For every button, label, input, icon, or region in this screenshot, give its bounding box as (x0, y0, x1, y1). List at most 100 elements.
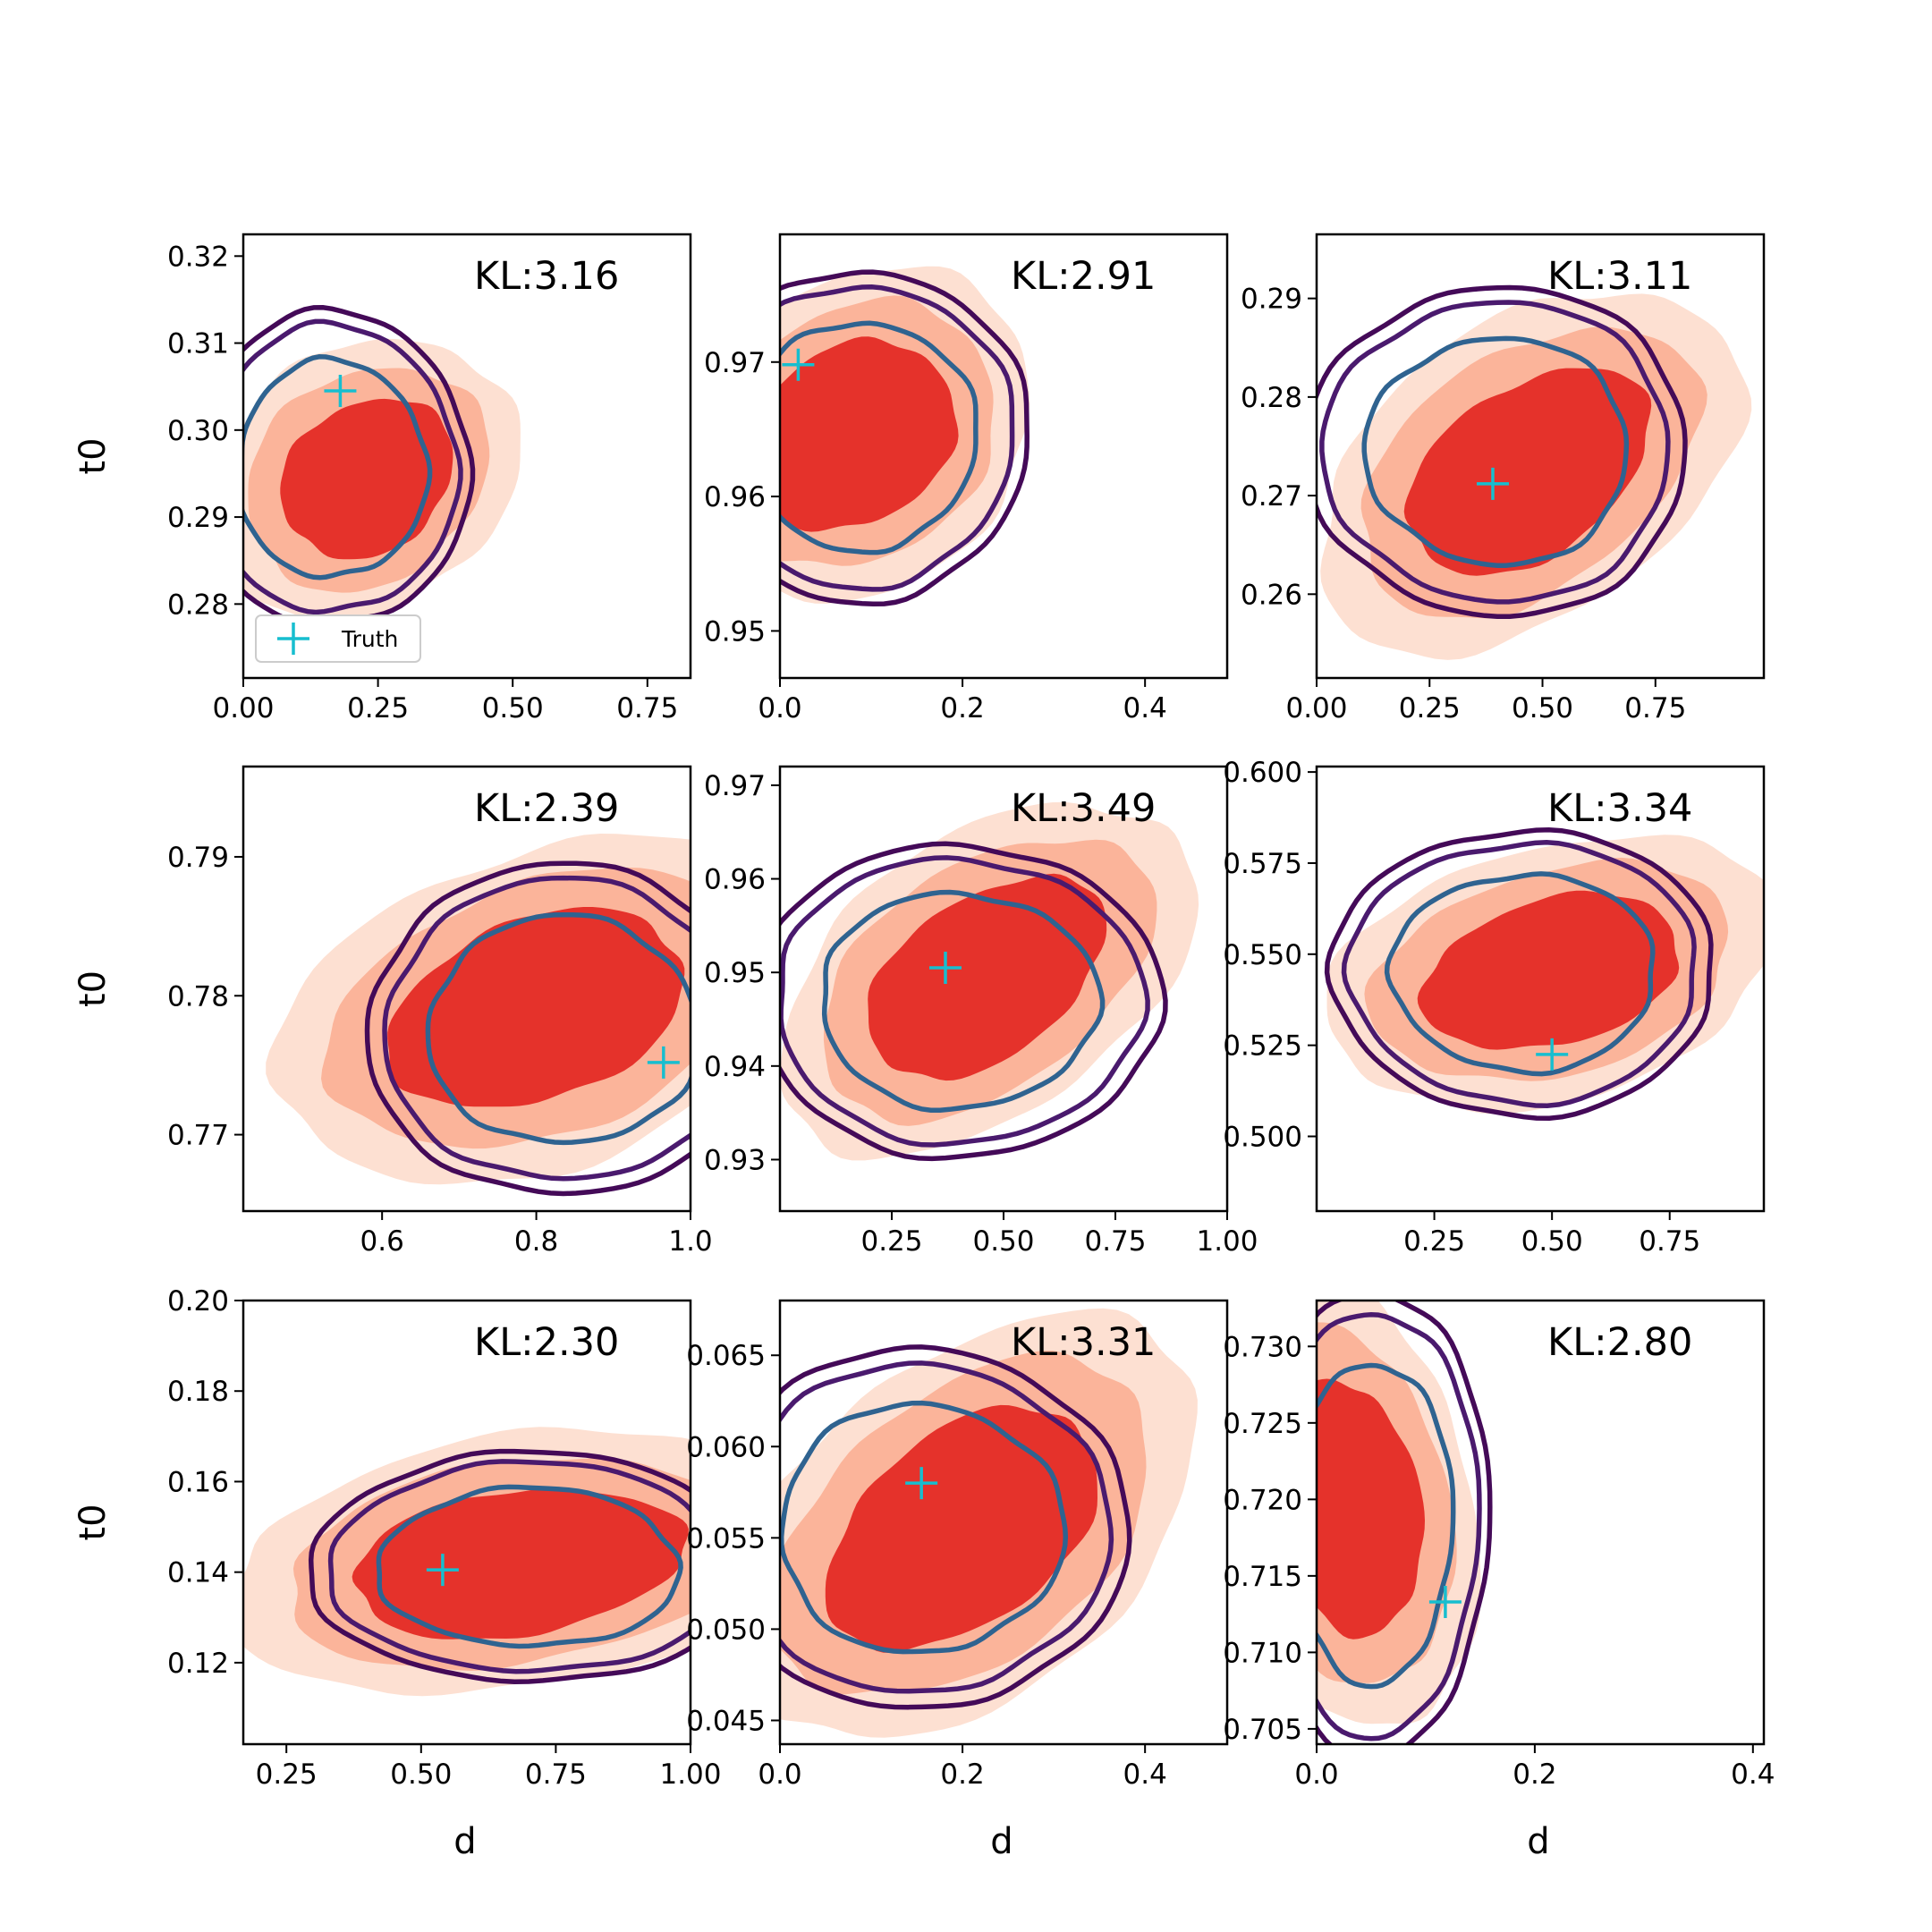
panel-9-ytick-label-2: 0.715 (1223, 1561, 1302, 1593)
panel-3-xtick-label-2: 0.50 (1512, 692, 1573, 724)
panel-1-xtick-label-1: 0.25 (347, 692, 409, 724)
panel-6-ytick-label-2: 0.550 (1223, 939, 1302, 971)
panel-8-ytick-label-0: 0.045 (686, 1705, 766, 1737)
panel-4-xtick-label-2: 1.0 (668, 1225, 712, 1258)
panel-9-contour-middle (1317, 1311, 1482, 1741)
panel-8-ytick-label-3: 0.060 (686, 1431, 766, 1463)
panel-1-contour-inner (243, 354, 433, 580)
panel-9-contour-outer (1317, 1301, 1493, 1744)
panel-3-filled-level-high (1403, 368, 1652, 576)
panel-8-axes-frame (778, 1299, 1229, 1746)
panel-8-contour-inner (780, 1400, 1069, 1655)
panel-8-contour-middle (780, 1360, 1114, 1694)
panel-3-ytick-label-1: 0.27 (1241, 480, 1302, 513)
panel-2-truth-marker (782, 348, 815, 381)
panel-1-ytick-label-3: 0.31 (167, 328, 229, 360)
panel-6-plot-area (1324, 826, 1764, 1121)
panel-2-plot-area (780, 266, 1030, 607)
panel-1-axes-frame (242, 233, 692, 680)
panel-6-filled-level-high (1417, 890, 1680, 1050)
panel-7: 0.25 0.50 0.75 1.00 0.12 0.14 0.16 0.18 0.20 KL:2… (72, 1285, 722, 1862)
panel-2-ytick-label-0: 0.95 (704, 615, 766, 648)
panel-9-xtick-label-2: 0.4 (1731, 1758, 1775, 1791)
panel-5-ytick-label-1: 0.94 (704, 1051, 766, 1083)
panel-4-truth-marker (647, 1046, 680, 1079)
panel-7-axes-frame (242, 1299, 692, 1746)
panel-7-contour-outer (308, 1448, 691, 1684)
panel-2-contour-inner (780, 320, 979, 555)
panel-3-xtick-label-0: 0.00 (1285, 692, 1347, 724)
panel-7-ytick-label-4: 0.20 (167, 1285, 229, 1318)
panel-7-filled-level-high (352, 1487, 689, 1640)
panel-8-contour-outer (780, 1344, 1132, 1710)
panel-5-xtick-label-1: 0.50 (972, 1225, 1034, 1258)
panel-1-xtick-label-0: 0.00 (212, 692, 274, 724)
panel-5-ytick-label-4: 0.97 (704, 770, 766, 802)
panel-5-ytick-label-0: 0.93 (704, 1144, 766, 1176)
panel-7-xtick-label-2: 0.75 (525, 1758, 587, 1791)
panel-5-xtick-label-2: 0.75 (1084, 1225, 1146, 1258)
panel-9-ytick-label-1: 0.710 (1223, 1637, 1302, 1669)
panel-1-xtick-label-2: 0.50 (482, 692, 544, 724)
panel-7-ytick-label-0: 0.12 (167, 1648, 229, 1680)
panel-6-ytick-label-0: 0.500 (1223, 1121, 1302, 1153)
panel-2-contour-middle (780, 284, 1015, 592)
panel-7-xtick-label-1: 0.50 (390, 1758, 452, 1791)
panel-7-ylabel: t0 (72, 1504, 114, 1540)
panel-8-kl-annotation: KL:3.31 (1011, 1320, 1156, 1365)
panel-8-xlabel: d (990, 1821, 1013, 1862)
panel-7-contour-inner (376, 1484, 683, 1649)
panel-2-kl-annotation: KL:2.91 (1011, 254, 1156, 299)
panel-1: 0.00 0.25 0.50 0.75 0.28 0.29 0.30 0.31 0.32 KL:3… (72, 233, 692, 724)
panel-1-ytick-label-1: 0.29 (167, 502, 229, 534)
panel-7-ytick-label-3: 0.18 (167, 1376, 229, 1408)
panel-7-xtick-label-0: 0.25 (256, 1758, 318, 1791)
panel-6-xtick-label-0: 0.25 (1403, 1225, 1465, 1258)
panel-4-xtick-label-0: 0.6 (360, 1225, 404, 1258)
panel-8-ytick-label-2: 0.055 (686, 1522, 766, 1555)
panel-3-truth-marker (1476, 467, 1509, 500)
panel-6-contour-middle (1341, 840, 1697, 1108)
panel-3-ytick-label-3: 0.29 (1241, 284, 1302, 316)
panel-2-ytick-label-2: 0.97 (704, 347, 766, 379)
panel-8-xtick-label-2: 0.4 (1123, 1758, 1167, 1791)
panel-6-ytick-label-3: 0.575 (1223, 848, 1302, 880)
panel-5-xtick-label-3: 1.00 (1196, 1225, 1258, 1258)
panel-4-contour-outer (364, 860, 691, 1197)
panel-5-contour-inner (821, 889, 1106, 1113)
subplot-grid: 0.00 0.25 0.50 0.75 0.28 0.29 0.30 0.31 0.32 KL:3… (72, 233, 1775, 1862)
panel-4-xtick-label-1: 0.8 (514, 1225, 558, 1258)
panel-6-contour-outer (1324, 826, 1714, 1121)
panel-7-xlabel: d (453, 1821, 476, 1862)
panel-9-contour-inner (1317, 1362, 1456, 1690)
panel-8: 0.0 0.2 0.4 0.045 0.050 0.055 0.060 0.065 KL:3.3… (686, 1299, 1229, 1862)
panel-4-ylabel: t0 (72, 970, 114, 1007)
panel-3-ytick-label-2: 0.28 (1241, 382, 1302, 414)
panel-5-truth-marker (929, 951, 962, 984)
panel-6-ytick-label-1: 0.525 (1223, 1030, 1302, 1063)
panel-3-xtick-label-3: 0.75 (1624, 692, 1686, 724)
legend-truth-label: Truth (341, 626, 398, 652)
panel-5-ytick-label-2: 0.95 (704, 957, 766, 989)
panel-7-ytick-label-1: 0.14 (167, 1557, 229, 1589)
panel-5-ytick-label-3: 0.96 (704, 864, 766, 896)
panel-6-xtick-label-2: 0.75 (1639, 1225, 1700, 1258)
panel-2-axes-frame (778, 233, 1229, 680)
panel-5-plot-area (780, 801, 1199, 1162)
legend-box (255, 614, 421, 663)
panel-9-truth-marker (1428, 1585, 1462, 1618)
panel-9-xlabel: d (1527, 1821, 1549, 1862)
panel-6-truth-marker (1536, 1038, 1569, 1071)
panel-4-contour-inner (425, 911, 691, 1146)
panel-6-xtick-label-1: 0.50 (1521, 1225, 1583, 1258)
panel-1-ytick-label-0: 0.28 (167, 589, 229, 621)
panel-9-xtick-label-0: 0.0 (1294, 1758, 1338, 1791)
panel-6-axes-frame (1315, 765, 1766, 1213)
panel-7-xtick-label-3: 1.00 (659, 1758, 721, 1791)
panel-1-ylabel: t0 (72, 437, 114, 474)
panel-8-filled-level-high (825, 1404, 1097, 1653)
panel-7-truth-marker (426, 1554, 459, 1587)
panel-1-filled-level-high (280, 398, 453, 560)
panel-2-contour-outer (780, 269, 1030, 607)
